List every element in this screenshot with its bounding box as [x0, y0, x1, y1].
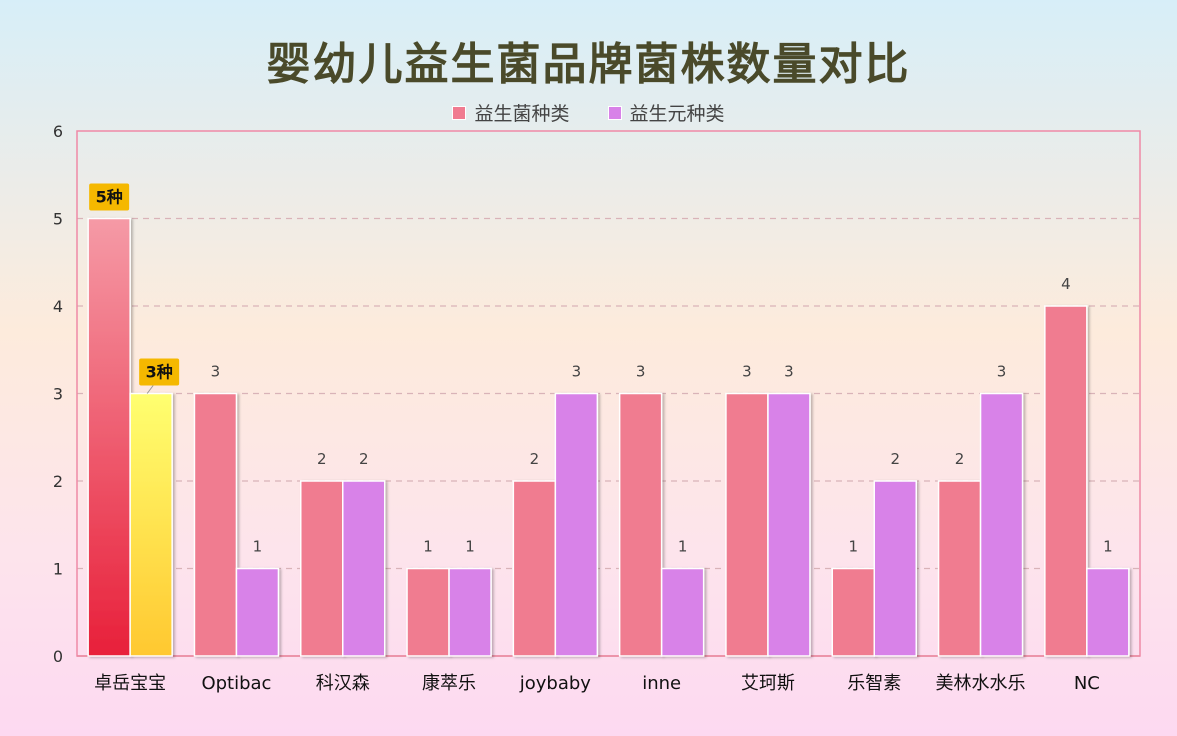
bar	[937, 480, 982, 657]
data-label: 1	[1103, 538, 1113, 556]
bar	[618, 392, 663, 657]
x-tick-label: 美林水水乐	[936, 673, 1026, 694]
data-label: 3	[997, 363, 1007, 381]
data-label: 2	[530, 450, 540, 468]
legend-swatch-prebiotic	[607, 105, 622, 120]
bar	[979, 392, 1024, 657]
data-label: 3	[784, 363, 794, 381]
data-label: 3	[636, 363, 646, 381]
bar-layer	[87, 217, 1130, 657]
bar	[1086, 567, 1130, 657]
data-label: 5种	[96, 188, 123, 207]
x-tick-label: 艾珂斯	[741, 673, 795, 694]
data-label: 4	[1061, 275, 1071, 293]
legend-item-prebiotic[interactable]: 益生元种类	[607, 99, 725, 126]
data-label: 1	[848, 538, 858, 556]
x-tick-label: NC	[1074, 673, 1100, 694]
y-tick-label: 5	[53, 210, 63, 229]
x-tick-label: 乐智素	[847, 673, 901, 694]
bar	[512, 480, 557, 657]
x-tick-label: Optibac	[201, 673, 271, 694]
data-label: 1	[423, 538, 433, 556]
bar	[87, 217, 131, 657]
data-label: 3	[572, 363, 582, 381]
data-label: 2	[890, 450, 900, 468]
bar	[448, 567, 492, 657]
bar	[831, 567, 875, 657]
label-layer: 5种 3 2 1 2 3 3 1 2 4 3种 1 2 1 3 1 3 2 3 1	[89, 183, 1113, 556]
bar	[406, 567, 450, 657]
data-label: 2	[955, 450, 965, 468]
y-tick-label: 1	[53, 560, 63, 579]
x-tick-label: 康萃乐	[422, 673, 476, 694]
data-label: 1	[678, 538, 688, 556]
bar	[129, 392, 173, 657]
x-tick-label: 科汉森	[316, 673, 370, 694]
bar	[767, 392, 811, 657]
data-label: 1	[253, 538, 263, 556]
data-label: 3	[742, 363, 752, 381]
y-tick-label: 4	[53, 297, 63, 316]
data-label: 1	[465, 538, 475, 556]
bar	[342, 480, 386, 657]
data-label-badge	[139, 358, 180, 386]
y-tick-label: 3	[53, 385, 63, 404]
bar	[1044, 305, 1088, 657]
x-tick-label: inne	[642, 673, 681, 694]
chart-title: 婴幼儿益生菌品牌菌株数量对比	[266, 39, 911, 90]
legend-swatch-probiotic	[452, 105, 467, 120]
axis-layer: 0 1 2 3 4 5 6 卓岳宝宝 Optibac 科汉森 康萃乐 joybaby inne 艾珂斯 乐智…	[53, 122, 1141, 694]
data-label: 2	[317, 450, 327, 468]
y-tick-label: 0	[53, 647, 63, 666]
x-tick-label: 卓岳宝宝	[94, 673, 166, 694]
bar	[554, 392, 599, 657]
y-tick-label: 2	[53, 472, 63, 491]
chart-legend: 益生菌种类 益生元种类	[0, 99, 1177, 126]
data-label: 2	[359, 450, 369, 468]
bar	[725, 392, 769, 657]
bar	[193, 392, 238, 657]
x-tick-label: joybaby	[519, 673, 592, 694]
bar	[660, 567, 705, 657]
legend-item-probiotic[interactable]: 益生菌种类	[452, 99, 570, 126]
y-tick-label: 6	[53, 122, 63, 141]
legend-label-prebiotic: 益生元种类	[629, 103, 725, 125]
data-label: 3	[211, 363, 221, 381]
legend-label-probiotic: 益生菌种类	[474, 103, 570, 125]
bar	[873, 480, 917, 657]
bar	[300, 480, 344, 657]
data-label-badge	[89, 183, 130, 211]
bar	[235, 567, 280, 657]
data-label: 3种	[146, 363, 173, 382]
data-label-leader	[146, 385, 154, 394]
